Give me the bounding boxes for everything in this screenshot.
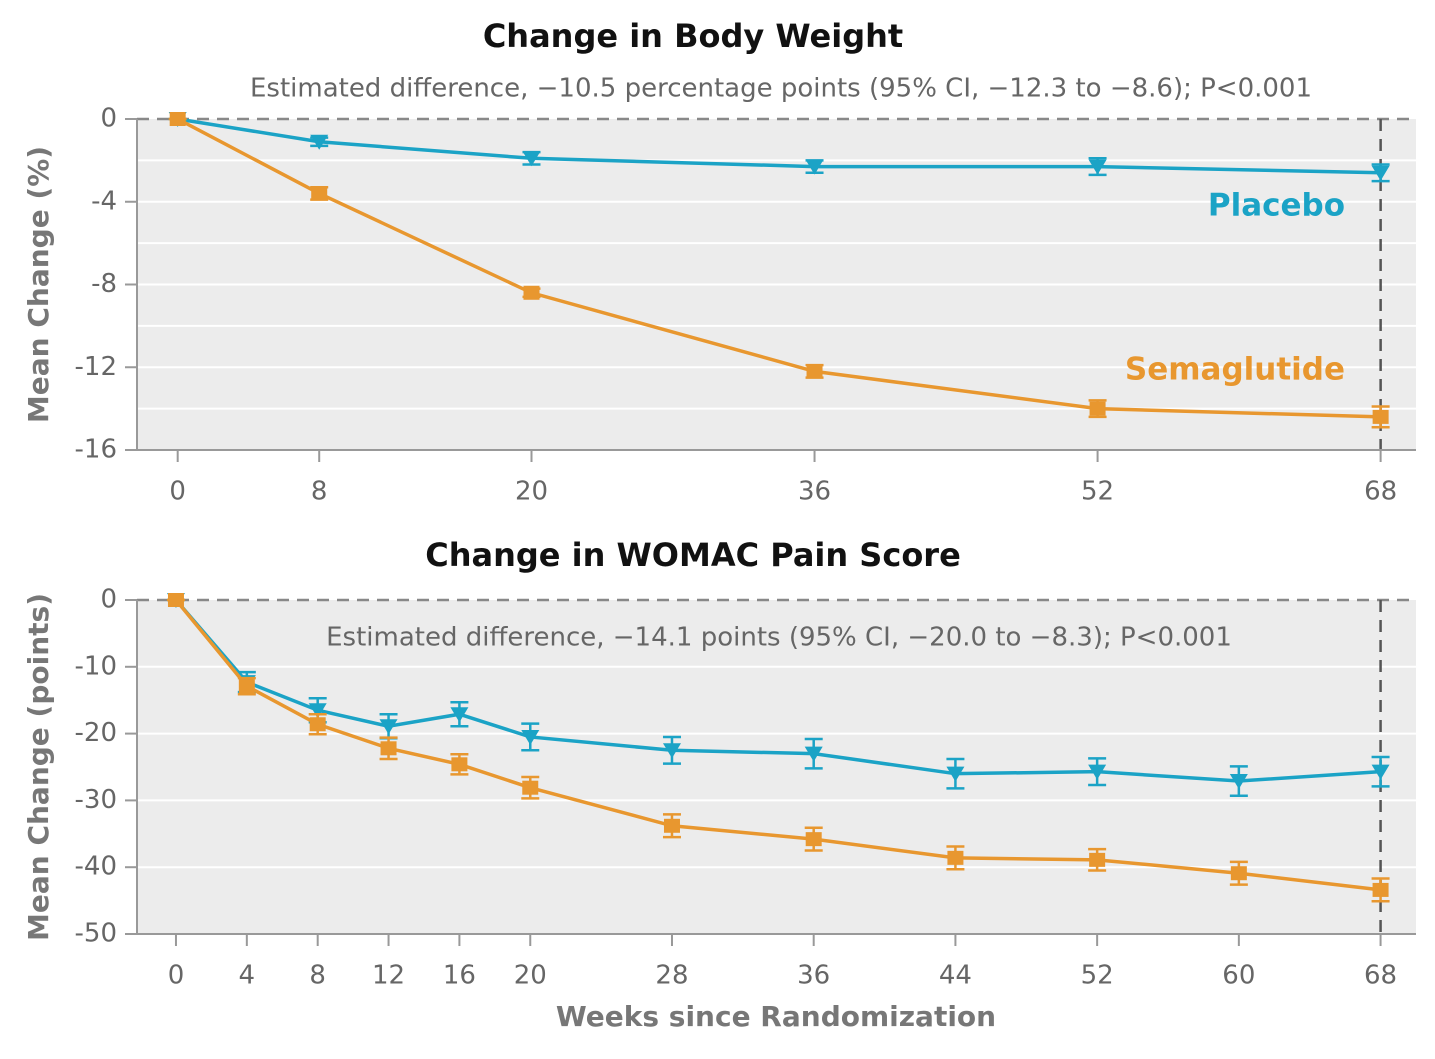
x-tick-label: 52 (1081, 477, 1114, 507)
marker (1371, 764, 1390, 780)
x-tick-label: 68 (1364, 477, 1397, 507)
x-tick-label: 68 (1364, 961, 1397, 991)
marker (238, 679, 255, 694)
marker (946, 766, 965, 782)
legend-label: Semaglutide (1125, 351, 1345, 387)
y-axis-label: Mean Change (points) (22, 593, 55, 941)
y-tick-label: -30 (75, 785, 117, 815)
marker (311, 186, 328, 201)
x-tick-label: 52 (1081, 961, 1114, 991)
marker (1089, 401, 1106, 416)
marker (451, 757, 468, 772)
y-tick-label: -50 (75, 919, 117, 949)
marker (308, 703, 327, 719)
marker (947, 850, 964, 865)
marker (310, 134, 329, 150)
marker (379, 719, 398, 735)
marker (169, 112, 186, 126)
marker (522, 151, 541, 167)
y-tick-label: -12 (75, 352, 117, 382)
marker (1088, 764, 1107, 780)
x-tick-label: 20 (514, 961, 547, 991)
marker (804, 746, 823, 762)
marker (662, 743, 681, 759)
series-line (176, 117, 1381, 419)
y-tick-label: -10 (75, 651, 117, 681)
marker (663, 818, 680, 833)
x-tick-label: 36 (798, 477, 831, 507)
marker (805, 832, 822, 847)
x-tick-label: 4 (239, 961, 256, 991)
marker (309, 717, 326, 732)
x-tick-label: 44 (939, 961, 972, 991)
y-tick-label: -20 (75, 718, 117, 748)
marker (1229, 774, 1248, 790)
y-tick-label: -40 (75, 852, 117, 882)
chart-title: Change in WOMAC Pain Score (425, 536, 961, 574)
y-tick-label: -16 (75, 435, 117, 465)
marker (167, 593, 184, 607)
marker (450, 707, 469, 723)
chart-title: Change in Body Weight (483, 17, 903, 55)
marker (805, 159, 824, 175)
x-tick-label: 8 (311, 477, 328, 507)
marker (1230, 866, 1247, 881)
y-tick-label: 0 (100, 104, 117, 134)
x-axis-label: Weeks since Randomization (556, 1000, 996, 1033)
legend-label: Placebo (1208, 187, 1345, 223)
chart-subtitle: Estimated difference, −10.5 percentage p… (250, 74, 1312, 104)
series-line (174, 598, 1381, 783)
marker (523, 285, 540, 300)
x-tick-label: 0 (169, 477, 186, 507)
x-tick-label: 12 (372, 961, 405, 991)
marker (522, 780, 539, 795)
y-tick-label: -4 (91, 186, 117, 216)
y-axis-label: Mean Change (%) (22, 146, 55, 423)
marker (1371, 165, 1390, 181)
marker (806, 364, 823, 379)
x-tick-label: 60 (1222, 961, 1255, 991)
x-tick-label: 36 (797, 961, 830, 991)
y-tick-label: -8 (91, 269, 117, 299)
marker (521, 729, 540, 745)
annotation: Estimated difference, −14.1 points (95% … (326, 623, 1232, 653)
plot-area (137, 600, 1416, 934)
marker (1089, 852, 1106, 867)
marker (1088, 159, 1107, 175)
x-tick-label: 20 (515, 477, 548, 507)
x-tick-label: 8 (309, 961, 326, 991)
series-line (177, 117, 1381, 175)
y-tick-label: 0 (100, 585, 117, 615)
series-line (174, 598, 1381, 892)
x-tick-label: 0 (168, 961, 185, 991)
x-tick-label: 16 (443, 961, 476, 991)
marker (1372, 409, 1389, 424)
marker (1372, 882, 1389, 897)
x-tick-label: 28 (655, 961, 688, 991)
marker (380, 741, 397, 756)
